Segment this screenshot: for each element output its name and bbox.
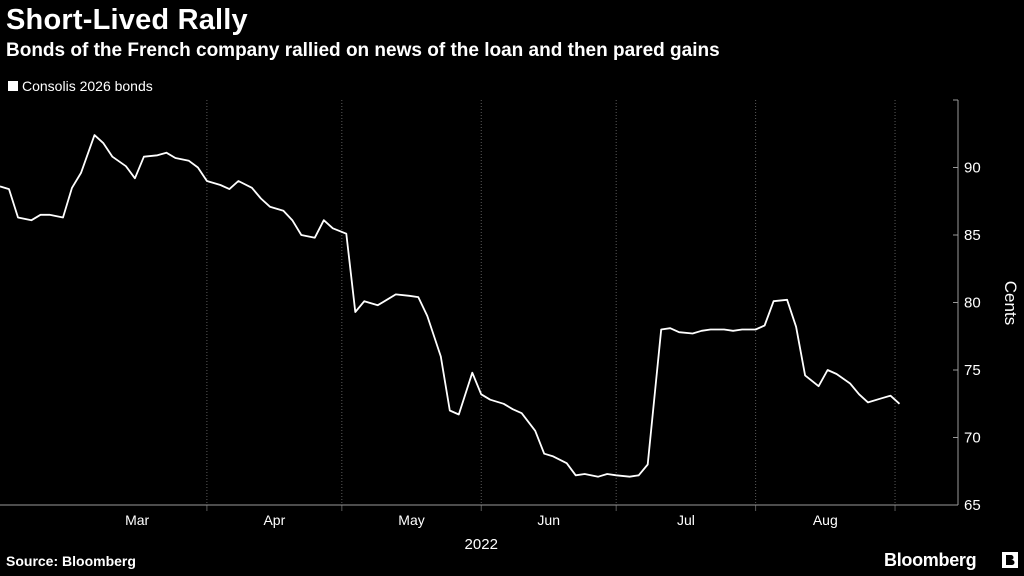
- y-tick-label-85: 85: [964, 227, 981, 244]
- x-tick-label-may: May: [398, 512, 424, 528]
- series-line-0: [0, 134, 901, 478]
- x-year-label: 2022: [465, 536, 498, 553]
- y-tick-label-90: 90: [964, 160, 981, 177]
- y-axis-title: Cents: [1001, 281, 1020, 325]
- x-tick-label-apr: Apr: [263, 512, 285, 528]
- y-tick-label-70: 70: [964, 430, 981, 447]
- y-tick-label-75: 75: [964, 362, 981, 379]
- brand-logo-text: Bloomberg: [884, 550, 977, 570]
- y-tick-label-80: 80: [964, 295, 981, 312]
- source-note: Source: Bloomberg: [6, 553, 136, 569]
- x-tick-label-jun: Jun: [537, 512, 560, 528]
- y-tick-label-65: 65: [964, 497, 981, 514]
- x-tick-label-jul: Jul: [677, 512, 695, 528]
- legend-swatch: [8, 81, 18, 91]
- chart-title: Short-Lived Rally: [6, 4, 248, 36]
- legend: Consolis 2026 bonds: [8, 78, 153, 94]
- bloomberg-logo-icon: [1002, 552, 1018, 568]
- legend-label: Consolis 2026 bonds: [22, 78, 153, 94]
- chart-subtitle: Bonds of the French company rallied on n…: [6, 40, 720, 61]
- x-tick-label-aug: Aug: [813, 512, 838, 528]
- x-tick-label-mar: Mar: [125, 512, 149, 528]
